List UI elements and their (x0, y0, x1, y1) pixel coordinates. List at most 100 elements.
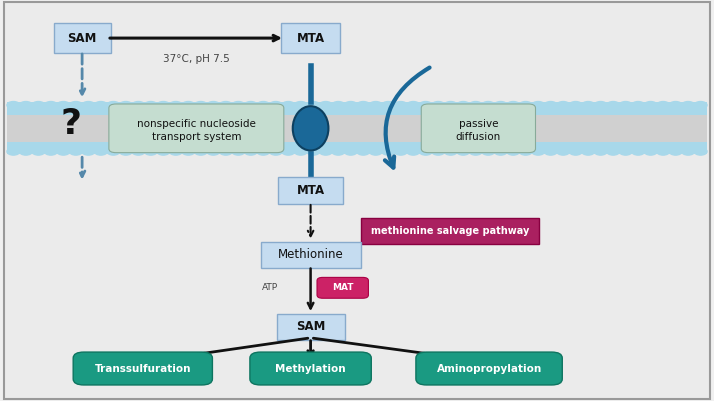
Circle shape (682, 148, 695, 155)
Circle shape (444, 148, 457, 155)
FancyBboxPatch shape (261, 241, 361, 268)
Circle shape (344, 148, 357, 155)
Circle shape (57, 148, 70, 155)
Circle shape (94, 148, 107, 155)
Circle shape (69, 148, 82, 155)
Circle shape (669, 148, 682, 155)
Circle shape (532, 101, 545, 109)
Circle shape (7, 148, 20, 155)
Circle shape (157, 101, 170, 109)
Circle shape (282, 148, 295, 155)
Circle shape (357, 101, 370, 109)
Circle shape (19, 148, 32, 155)
Circle shape (582, 101, 595, 109)
Circle shape (307, 148, 320, 155)
Text: Transsulfuration: Transsulfuration (94, 364, 191, 373)
Circle shape (119, 148, 132, 155)
Circle shape (432, 148, 445, 155)
Circle shape (369, 101, 382, 109)
Circle shape (419, 101, 432, 109)
Text: 37°C, pH 7.5: 37°C, pH 7.5 (163, 54, 229, 64)
Circle shape (269, 101, 282, 109)
FancyBboxPatch shape (250, 352, 371, 385)
Text: MTA: MTA (296, 32, 325, 45)
Circle shape (407, 148, 420, 155)
Circle shape (607, 148, 620, 155)
Circle shape (657, 148, 670, 155)
Circle shape (244, 148, 257, 155)
Circle shape (482, 148, 495, 155)
Circle shape (582, 148, 595, 155)
Circle shape (669, 101, 682, 109)
Circle shape (394, 148, 407, 155)
Circle shape (294, 148, 307, 155)
FancyBboxPatch shape (74, 352, 213, 385)
Circle shape (19, 101, 32, 109)
Circle shape (94, 101, 107, 109)
Circle shape (169, 148, 182, 155)
Circle shape (594, 148, 607, 155)
Circle shape (157, 148, 170, 155)
Circle shape (419, 148, 432, 155)
Circle shape (307, 101, 320, 109)
Circle shape (619, 101, 632, 109)
FancyBboxPatch shape (281, 23, 340, 53)
Text: Methylation: Methylation (276, 364, 346, 373)
Circle shape (194, 148, 207, 155)
Circle shape (644, 148, 657, 155)
Circle shape (457, 148, 470, 155)
Circle shape (694, 148, 707, 155)
Circle shape (132, 101, 145, 109)
Circle shape (682, 101, 695, 109)
Circle shape (544, 148, 557, 155)
Circle shape (332, 148, 345, 155)
Circle shape (257, 101, 270, 109)
Circle shape (469, 101, 482, 109)
Circle shape (244, 101, 257, 109)
Circle shape (32, 148, 45, 155)
Circle shape (257, 148, 270, 155)
Circle shape (544, 101, 557, 109)
Circle shape (107, 101, 120, 109)
Circle shape (57, 101, 70, 109)
Text: SAM: SAM (67, 32, 97, 45)
Circle shape (144, 148, 157, 155)
Circle shape (207, 101, 220, 109)
Circle shape (82, 148, 95, 155)
Circle shape (182, 101, 195, 109)
Circle shape (232, 101, 245, 109)
Circle shape (632, 148, 645, 155)
Circle shape (619, 148, 632, 155)
Text: nonspecific nucleoside: nonspecific nucleoside (137, 119, 256, 128)
Circle shape (132, 148, 145, 155)
Circle shape (507, 101, 520, 109)
Text: diffusion: diffusion (456, 132, 501, 142)
FancyBboxPatch shape (277, 314, 345, 340)
Circle shape (69, 101, 82, 109)
FancyBboxPatch shape (416, 352, 563, 385)
Circle shape (344, 101, 357, 109)
Text: Aminopropylation: Aminopropylation (436, 364, 542, 373)
Circle shape (119, 101, 132, 109)
Circle shape (369, 148, 382, 155)
Text: transport system: transport system (151, 132, 241, 142)
Circle shape (657, 101, 670, 109)
Circle shape (557, 101, 570, 109)
Circle shape (107, 148, 120, 155)
Text: passive: passive (458, 119, 498, 128)
Text: MTA: MTA (296, 184, 325, 197)
Circle shape (482, 101, 495, 109)
Circle shape (7, 101, 20, 109)
FancyBboxPatch shape (54, 23, 111, 53)
Circle shape (632, 101, 645, 109)
Text: ATP: ATP (262, 284, 278, 292)
Circle shape (44, 101, 57, 109)
Circle shape (469, 148, 482, 155)
Circle shape (507, 148, 520, 155)
Circle shape (394, 101, 407, 109)
Circle shape (294, 101, 307, 109)
Circle shape (232, 148, 245, 155)
Circle shape (607, 101, 620, 109)
Circle shape (169, 101, 182, 109)
Circle shape (694, 101, 707, 109)
